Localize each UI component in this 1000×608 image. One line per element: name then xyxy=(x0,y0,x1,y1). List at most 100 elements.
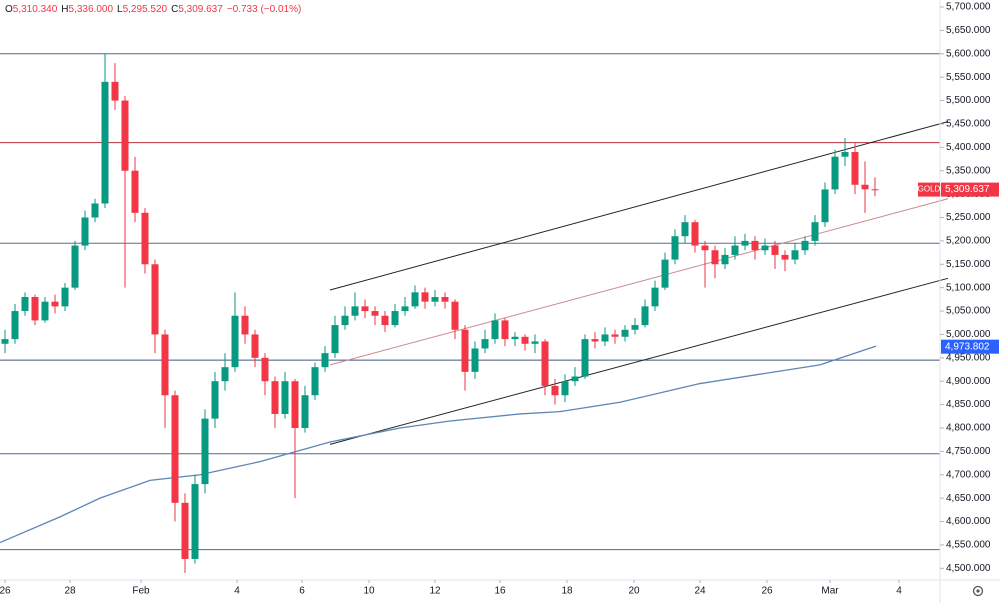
x-tick-label: 26 xyxy=(761,586,773,597)
candle-body xyxy=(831,156,839,190)
candle-body xyxy=(281,381,289,414)
x-tick-label: 18 xyxy=(561,586,573,597)
x-tick-label: 12 xyxy=(429,586,441,597)
candle-body xyxy=(371,311,379,316)
candle-body xyxy=(711,250,719,265)
candle-body xyxy=(391,311,399,326)
candle-body xyxy=(31,297,39,321)
candle-body xyxy=(201,418,209,485)
candle-body xyxy=(871,189,879,191)
y-tick-label: 4,900.000 xyxy=(946,376,991,387)
candle-body xyxy=(531,341,539,344)
candle-body xyxy=(301,395,309,428)
y-tick-label: 5,000.000 xyxy=(946,329,991,340)
candle-body xyxy=(571,376,579,382)
candle-body xyxy=(821,189,829,223)
candle-body xyxy=(641,306,649,326)
x-tick-label: 4 xyxy=(896,586,902,597)
candle-body xyxy=(361,306,369,312)
candle-body xyxy=(811,222,819,241)
y-tick-label: 5,700.000 xyxy=(946,2,991,13)
ohlc-header: O5,310.340 H5,336.000 L5,295.520 C5,309.637… xyxy=(5,4,301,15)
candle-body xyxy=(431,297,439,302)
y-tick-label: 5,650.000 xyxy=(946,25,991,36)
ohlc-key: H xyxy=(61,4,68,15)
x-tick-label: Feb xyxy=(132,586,150,597)
candle-body xyxy=(541,341,549,386)
candle-body xyxy=(761,245,769,251)
x-tick-label: Mar xyxy=(821,586,839,597)
candle-body xyxy=(581,339,589,377)
candle-body xyxy=(401,306,409,312)
ohlc-value: 5,310.340 xyxy=(13,4,58,15)
candle-body xyxy=(491,320,499,340)
candle-body xyxy=(791,250,799,260)
y-tick-label: 4,650.000 xyxy=(946,493,991,504)
candle-body xyxy=(411,292,419,307)
candle-body xyxy=(41,301,49,321)
y-tick-label: 5,200.000 xyxy=(946,236,991,247)
candle-body xyxy=(271,381,279,414)
candle-body xyxy=(331,325,339,354)
candle-body xyxy=(381,315,389,326)
y-tick-label: 4,800.000 xyxy=(946,423,991,434)
ohlc-key: C xyxy=(171,4,178,15)
y-tick-label: 5,500.000 xyxy=(946,95,991,106)
y-tick-label: 4,550.000 xyxy=(946,540,991,551)
candle-body xyxy=(91,203,99,218)
candle-body xyxy=(781,254,789,260)
y-tick-label: 5,150.000 xyxy=(946,259,991,270)
candle-body xyxy=(81,217,89,246)
candle-body xyxy=(311,367,319,396)
x-tick-label: 24 xyxy=(694,586,706,597)
candle-body xyxy=(661,259,669,288)
symbol-tag xyxy=(918,182,940,197)
y-tick-label: 4,500.000 xyxy=(946,563,991,574)
candle-body xyxy=(701,245,709,251)
x-tick-label: 4 xyxy=(234,586,240,597)
y-tick-label: 5,550.000 xyxy=(946,72,991,83)
candle-body xyxy=(651,287,659,307)
candle-body xyxy=(21,297,29,312)
candle-body xyxy=(451,301,459,330)
plot-layer xyxy=(0,53,949,551)
ohlc-value: 5,295.520 xyxy=(123,4,168,15)
candle-body xyxy=(501,320,509,340)
candle-body xyxy=(721,254,729,265)
candle-body xyxy=(561,381,569,396)
candle-body xyxy=(131,170,139,213)
ohlc-key: L xyxy=(117,4,123,15)
price-tag xyxy=(941,182,999,197)
candle-body xyxy=(231,315,239,368)
y-tick-label: 5,100.000 xyxy=(946,282,991,293)
candle-body xyxy=(211,381,219,419)
symbol-label: GOLD xyxy=(918,185,941,194)
trend-line xyxy=(0,345,877,544)
candle-body xyxy=(801,240,809,251)
y-tick-label: 5,350.000 xyxy=(946,165,991,176)
x-tick-label: 28 xyxy=(64,586,76,597)
ohlc-key: O xyxy=(5,4,13,15)
candle-body xyxy=(101,81,109,204)
candle-body xyxy=(61,287,69,307)
candle-body xyxy=(1,339,9,344)
y-tick-label: 4,850.000 xyxy=(946,399,991,410)
candle-body xyxy=(341,315,349,326)
candle-body xyxy=(851,152,859,185)
price-tag-label: 4,973.802 xyxy=(945,341,990,352)
candle-body xyxy=(161,334,169,396)
candle-body xyxy=(601,334,609,342)
candle-body xyxy=(511,336,519,340)
candle-body xyxy=(611,334,619,337)
candle-body xyxy=(681,222,689,237)
candle-body xyxy=(631,325,639,330)
candle-body xyxy=(111,81,119,101)
settings-icon[interactable] xyxy=(972,585,984,597)
y-tick-label: 4,750.000 xyxy=(946,446,991,457)
candle-body xyxy=(151,264,159,335)
candle-body xyxy=(171,395,179,503)
x-tick-label: 20 xyxy=(628,586,640,597)
x-tick-label: 16 xyxy=(494,586,506,597)
y-tick-label: 5,400.000 xyxy=(946,142,991,153)
